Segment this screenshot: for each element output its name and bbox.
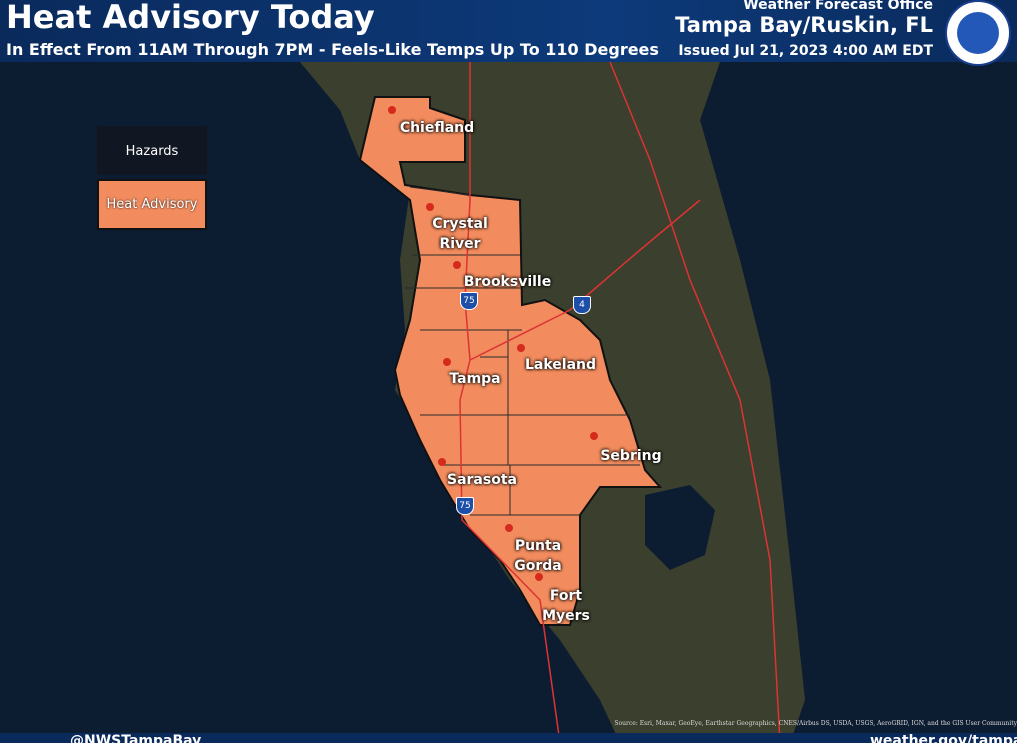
city-label: Lakeland: [524, 357, 597, 373]
legend-item: Heat Advisory: [97, 179, 207, 230]
source: Source: Esri, Maxar, GeoEye, Earthstar G…: [614, 720, 1017, 727]
legend-title: Hazards: [97, 126, 207, 175]
city-label: Crystal River: [432, 216, 488, 252]
highway-shield: 75: [460, 292, 478, 310]
issued: Issued Jul 21, 2023 4:00 AM EDT: [678, 43, 933, 59]
legend: Hazards Heat Advisory: [97, 126, 207, 230]
footer: @NWSTampaBay weather.gov/tampabay: [0, 733, 1017, 743]
roads: [459, 61, 781, 743]
lake: [645, 485, 715, 570]
highway-shield: 75: [456, 497, 474, 515]
title: Heat Advisory Today: [6, 0, 375, 36]
county-lines: [405, 186, 640, 516]
website: weather.gov/tampabay: [870, 733, 1017, 743]
social: @NWSTampaBay: [70, 733, 202, 743]
city-dot: [438, 458, 446, 466]
header: Heat Advisory Today In Effect From 11AM …: [0, 0, 1017, 66]
city-dot: [453, 261, 461, 269]
city-dot: [443, 358, 451, 366]
office-label: Weather Forecast Office: [743, 0, 933, 13]
city-label: Brooksville: [463, 274, 552, 290]
highway-shield: 4: [573, 296, 591, 314]
city-label: Chiefland: [399, 120, 475, 136]
city-dot: [517, 344, 525, 352]
city-label: Sebring: [600, 448, 662, 464]
city-dot: [388, 106, 396, 114]
city-label: Punta Gorda: [514, 538, 562, 574]
city-dot: [505, 524, 513, 532]
city-dot: [535, 573, 543, 581]
city-dot: [590, 432, 598, 440]
advisory-area: [358, 96, 663, 626]
city-dot: [426, 203, 434, 211]
city-label: Fort Myers: [542, 588, 590, 624]
office: Tampa Bay/Ruskin, FL: [675, 13, 933, 37]
nws-logo: [945, 0, 1011, 66]
subtitle: In Effect From 11AM Through 7PM - Feels-…: [6, 40, 659, 59]
city-label: Sarasota: [447, 472, 517, 488]
city-label: Tampa: [449, 371, 501, 387]
